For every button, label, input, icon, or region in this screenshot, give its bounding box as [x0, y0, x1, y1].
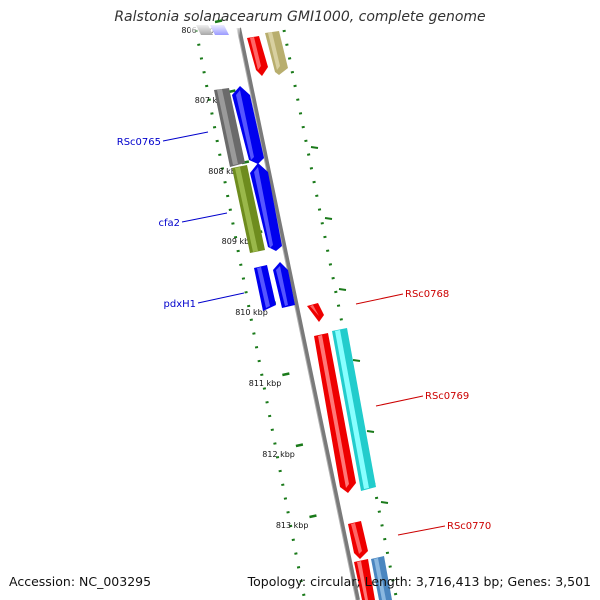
gene-label-rsc0770[interactable]: RSc0770	[447, 521, 491, 532]
gene-label-rsc0768[interactable]: RSc0768	[405, 289, 449, 300]
gene-label-cfa2[interactable]: cfa2	[158, 218, 180, 229]
gene-red-top[interactable]	[247, 36, 268, 76]
gene-pdxh1[interactable]	[254, 265, 276, 311]
gene-rsc0770[interactable]	[348, 521, 368, 559]
scale-tick-label: 813 kbp	[276, 521, 309, 530]
scale-tick-label: 807 kbp	[195, 96, 228, 105]
genome-backbone-highlight	[236, 27, 357, 600]
gene-blue-2[interactable]	[250, 163, 282, 251]
gene-rsc0765[interactable]	[214, 88, 245, 167]
gene-khaki[interactable]	[265, 31, 288, 75]
gene-steel-bottom[interactable]	[371, 556, 392, 600]
label-leaders	[162, 131, 446, 536]
scale-tick-label: 809 kbp	[222, 237, 255, 246]
gene-blue-1[interactable]	[232, 86, 264, 164]
map-title: Ralstonia solanacearum GMI1000, complete…	[114, 9, 486, 25]
scale-tick-label: 810 kbp	[235, 308, 268, 317]
gene-rsc0768[interactable]	[307, 303, 324, 322]
right-scale-dashes	[310, 146, 389, 504]
gene-red-long[interactable]	[314, 333, 356, 493]
gene-rsc0769[interactable]	[332, 328, 376, 491]
gene-label-rsc0769[interactable]: RSc0769	[425, 391, 469, 402]
scale-tick-label: 812 kbp	[262, 450, 295, 459]
scale-tick-mark	[214, 19, 223, 24]
scale-tick-label: 811 kbp	[249, 379, 282, 388]
genome-backbone	[237, 27, 360, 600]
top-fade-overlay	[190, 25, 240, 37]
gene-label-pdxh1[interactable]: pdxH1	[164, 299, 197, 310]
gene-cfa2[interactable]	[232, 165, 265, 253]
accession-label: Accession: NC_003295	[9, 574, 152, 589]
scale-tick-mark	[295, 443, 304, 448]
gene-red-bottom[interactable]	[354, 559, 375, 600]
gene-label-rsc0765[interactable]: RSc0765	[117, 137, 161, 148]
scale-tick-label: 808 kbp	[208, 167, 241, 176]
gene-blue-3[interactable]	[273, 262, 295, 308]
scale-tick-mark	[309, 514, 317, 519]
genome-summary: Topology: circular; Length: 3,716,413 bp…	[247, 574, 591, 589]
scale-tick-mark	[282, 372, 290, 377]
